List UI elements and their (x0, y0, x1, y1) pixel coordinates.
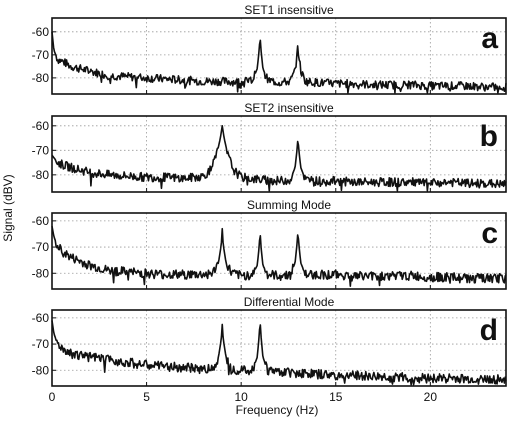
plot-frame (51, 309, 507, 387)
panel-title: SET2 insensitive (244, 101, 334, 115)
spectrum-line (51, 320, 507, 386)
y-tick-label: -60 (32, 214, 50, 228)
y-tick-label: -60 (32, 119, 50, 133)
panel-letter: a (481, 22, 498, 55)
x-tick-label: 5 (143, 390, 150, 404)
x-tick-label: 20 (424, 390, 438, 404)
y-tick-label: -70 (32, 143, 50, 157)
y-tick-label: -60 (32, 25, 50, 39)
panel-title: Summing Mode (247, 198, 331, 212)
panel-a: -60 -70 -80 SET1 insensitive a (32, 3, 507, 95)
y-tick-label: -80 (32, 363, 50, 377)
x-tick-label: 0 (49, 390, 56, 404)
y-tick-label: -70 (32, 48, 50, 62)
panel-letter: d (480, 314, 498, 347)
spectrum-line (51, 125, 507, 192)
x-axis-label: Frequency (Hz) (236, 403, 319, 417)
panel-title: SET1 insensitive (244, 3, 334, 17)
panel-title: Differential Mode (244, 295, 335, 309)
spectrum-line (51, 31, 507, 94)
plot-frame (51, 17, 507, 95)
y-tick-label: -80 (32, 266, 50, 280)
panels-group: -60 -70 -80 SET1 insensitive a -60 -70 -80 SET2 … (32, 3, 507, 404)
y-axis-label: Signal (dBV) (1, 174, 15, 241)
y-tick-label: -70 (32, 337, 50, 351)
panel-letter: b (480, 120, 498, 153)
plot-frame (51, 212, 507, 290)
x-tick-label: 15 (329, 390, 343, 404)
panel-c: -60 -70 -80 Summing Mode c (32, 198, 507, 290)
panel-d: -60 -70 -80 Differential Mode d 0 5 10 15 20 (32, 295, 507, 404)
panel-letter: c (481, 217, 498, 250)
y-tick-label: -70 (32, 240, 50, 254)
y-tick-label: -80 (32, 168, 50, 182)
spectrum-line (51, 225, 507, 287)
y-tick-label: -80 (32, 71, 50, 85)
y-tick-label: -60 (32, 311, 50, 325)
panel-b: -60 -70 -80 SET2 insensitive b (32, 101, 507, 193)
plot-frame (51, 115, 507, 193)
x-tick-label: 10 (234, 390, 248, 404)
